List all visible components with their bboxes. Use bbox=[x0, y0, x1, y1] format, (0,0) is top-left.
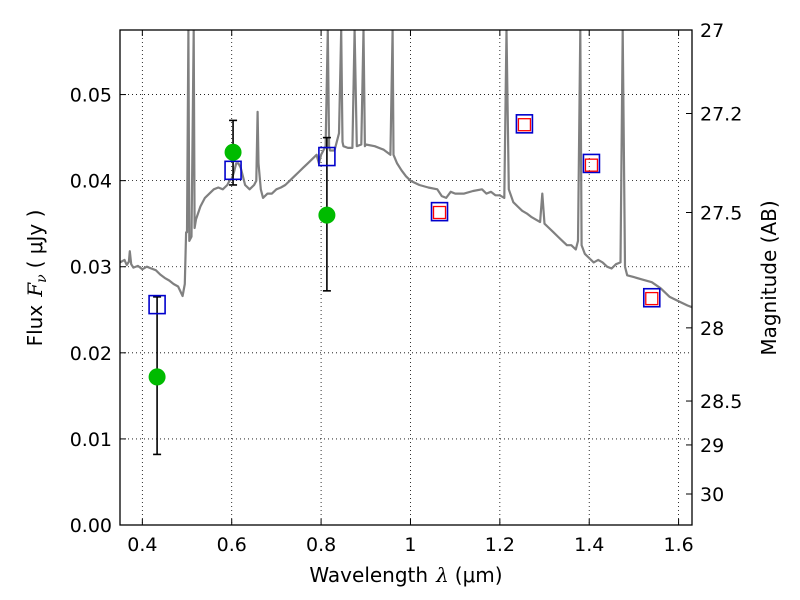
model-photometry-square bbox=[318, 146, 336, 167]
x-tick-label: 0.4 bbox=[127, 534, 157, 556]
x-tick-label: 1.2 bbox=[485, 534, 515, 556]
y-tick-label: 0.03 bbox=[70, 257, 112, 279]
observed-photometry-point bbox=[318, 206, 336, 224]
model-photometry-square bbox=[642, 287, 661, 308]
y2-tick-label: 27 bbox=[700, 20, 724, 42]
y-tick-label: 0.04 bbox=[70, 171, 112, 193]
observed-limit-square bbox=[432, 205, 447, 220]
x-tick-label: 1.6 bbox=[663, 534, 693, 556]
model-photometry-square bbox=[430, 201, 449, 222]
x-tick-label: 1.4 bbox=[574, 534, 604, 556]
observed-limit-square bbox=[517, 118, 532, 132]
observed-photometry-point bbox=[224, 143, 242, 161]
observed-limit-square bbox=[584, 158, 599, 172]
plot-frame bbox=[119, 29, 693, 526]
x-axis-title: Wavelength λ (μm) bbox=[309, 563, 502, 587]
model-photometry-square bbox=[515, 114, 534, 134]
y2-tick-label: 28 bbox=[700, 318, 724, 340]
x-tick-label: 0.6 bbox=[217, 534, 247, 556]
y2-tick-label: 27.2 bbox=[700, 104, 742, 126]
y2-tick-label: 29 bbox=[700, 435, 724, 457]
y-tick-label: 0.02 bbox=[70, 343, 112, 365]
spectrum-line bbox=[120, 30, 692, 309]
model-photometry-square bbox=[148, 294, 166, 315]
y2-axis-title: Magnitude (AB) bbox=[757, 200, 781, 355]
model-spectrum bbox=[120, 30, 692, 309]
observed-limit-square bbox=[645, 291, 659, 306]
y2-tick-label: 30 bbox=[700, 484, 724, 506]
model-photometry-square bbox=[582, 153, 601, 174]
observed-photometry-point bbox=[148, 368, 166, 386]
model-photometry-square bbox=[224, 160, 242, 181]
y-tick-label: 0.01 bbox=[70, 429, 112, 451]
axis-ticks: 0.4 0.6 0.8 1 1.2 1.4 1.6 0.00 0.01 0.02 0.03 0.04 0… bbox=[70, 20, 743, 556]
grid-lines bbox=[120, 30, 692, 525]
y2-tick-label: 27.5 bbox=[700, 203, 742, 225]
y-tick-label: 0.05 bbox=[70, 85, 112, 107]
y2-tick-label: 28.5 bbox=[700, 391, 742, 413]
x-tick-label: 1 bbox=[404, 534, 416, 556]
x-tick-label: 0.8 bbox=[306, 534, 336, 556]
photometry-markers bbox=[148, 114, 661, 386]
y-tick-label: 0.00 bbox=[70, 515, 112, 537]
y-axis-title: FluxFν( μJy ) bbox=[23, 210, 50, 347]
